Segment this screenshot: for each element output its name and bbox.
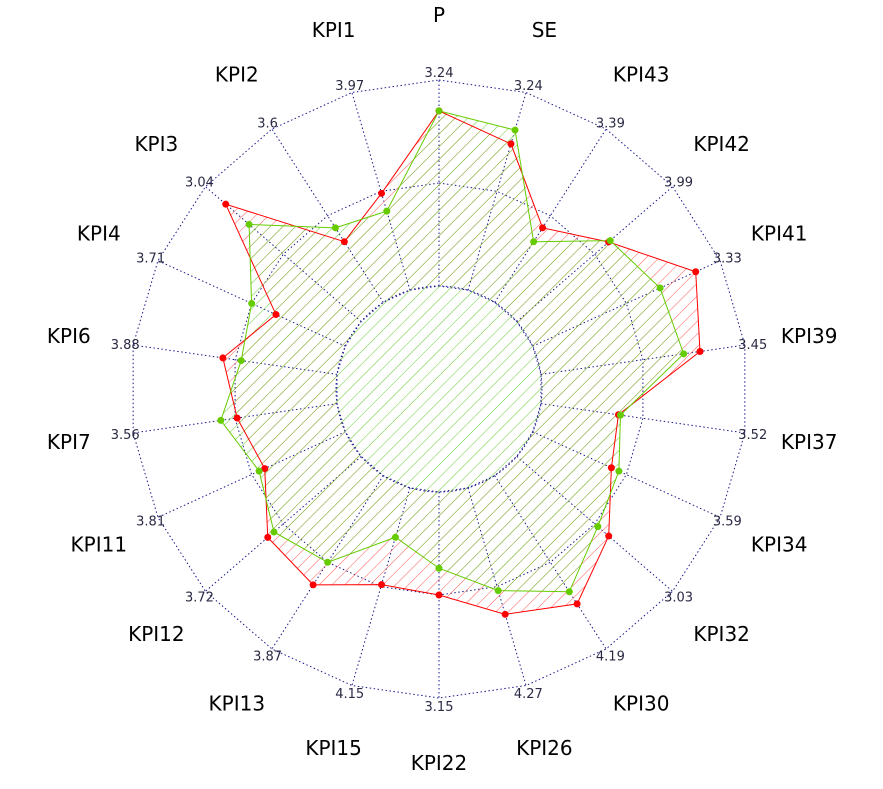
data-point [340,238,348,246]
data-point [565,588,573,596]
data-point [248,299,256,307]
axis-max-label: 4.15 [335,687,364,702]
axis-label: KPI22 [411,751,468,775]
axis-label: KPI15 [305,736,362,760]
data-point [692,268,700,276]
axis-max-label: 3.81 [136,515,165,530]
data-point [237,357,245,365]
axis-label: KPI32 [693,622,750,646]
data-point [331,224,339,232]
data-point [255,467,263,475]
axis-label: KPI34 [751,532,808,556]
data-point [656,284,664,292]
axis-label: KPI26 [516,736,573,760]
radar-series [217,107,704,618]
axis-label: SE [532,18,557,42]
data-point [391,533,399,541]
axis-max-label: 3.39 [596,116,625,131]
data-point [217,416,225,424]
axis-max-label: 3.87 [253,650,282,665]
data-point [530,238,538,246]
data-point [264,533,272,541]
data-point [261,465,269,473]
data-point [680,350,688,358]
data-point [222,200,230,208]
axis-label: KPI11 [71,532,128,556]
data-point [573,600,581,608]
data-point [494,587,502,595]
axis-label: KPI1 [312,18,356,42]
axis-max-label: 3.6 [257,116,278,131]
axis-max-label: 3.97 [335,79,364,94]
axis-label: KPI43 [613,62,670,86]
data-point [270,528,278,536]
axis-max-label: 4.19 [596,650,625,665]
data-point [501,610,509,618]
axis-max-label: 3.15 [425,700,454,715]
data-point [435,591,443,599]
axis-max-label: 4.27 [514,687,543,702]
data-point [435,107,443,115]
axis-label: KPI12 [128,622,185,646]
data-point [233,414,241,422]
axis-label: KPI42 [693,132,750,156]
data-point [245,220,253,228]
axis-label: KPI6 [47,324,91,348]
data-point [309,581,317,589]
axis-max-label: 3.24 [514,79,543,94]
data-point [383,207,391,215]
axis-max-label: 3.72 [185,591,214,606]
axis-max-label: 3.33 [713,251,742,266]
data-point [507,140,515,148]
data-point [594,523,602,531]
data-point [616,411,624,419]
axis-label: KPI3 [134,132,178,156]
axis-max-label: 3.56 [111,428,140,443]
data-point [511,126,519,134]
axis-label: KPI7 [47,430,91,454]
grid-ring-3 [132,79,746,699]
data-point [435,564,443,572]
axis-label: P [433,3,445,27]
data-point [607,464,615,472]
axis-max-label: 3.59 [713,515,742,530]
data-point [606,237,614,245]
axis-max-label: 3.88 [111,338,140,353]
axis-label: KPI39 [781,324,838,348]
axis-label: KPI37 [781,430,838,454]
axis-max-label: 3.03 [664,591,693,606]
data-point [219,354,227,362]
axis-label: KPI2 [215,62,259,86]
axis-max-label: 3.24 [425,66,454,81]
data-point [272,311,280,319]
data-point [696,347,704,355]
data-point [378,581,386,589]
data-point [324,558,332,566]
axis-max-label: 3.52 [738,428,767,443]
data-point [615,467,623,475]
data-point [378,189,386,197]
data-point [539,224,547,232]
axis-max-label: 3.99 [664,175,693,190]
axis-label: KPI4 [77,222,121,246]
axis-label: KPI30 [613,692,670,716]
radar-labels: 3.24 P 3.24 SE 3.39 KPI43 3.99 KPI42 3.33 KPI41 3.… [47,3,838,775]
data-point [605,532,613,540]
axis-max-label: 3.71 [136,251,165,266]
axis-max-label: 3.45 [738,338,767,353]
axis-max-label: 3.04 [185,175,214,190]
axis-label: KPI13 [209,692,266,716]
axis-label: KPI41 [751,222,808,246]
center-disc [335,285,543,493]
